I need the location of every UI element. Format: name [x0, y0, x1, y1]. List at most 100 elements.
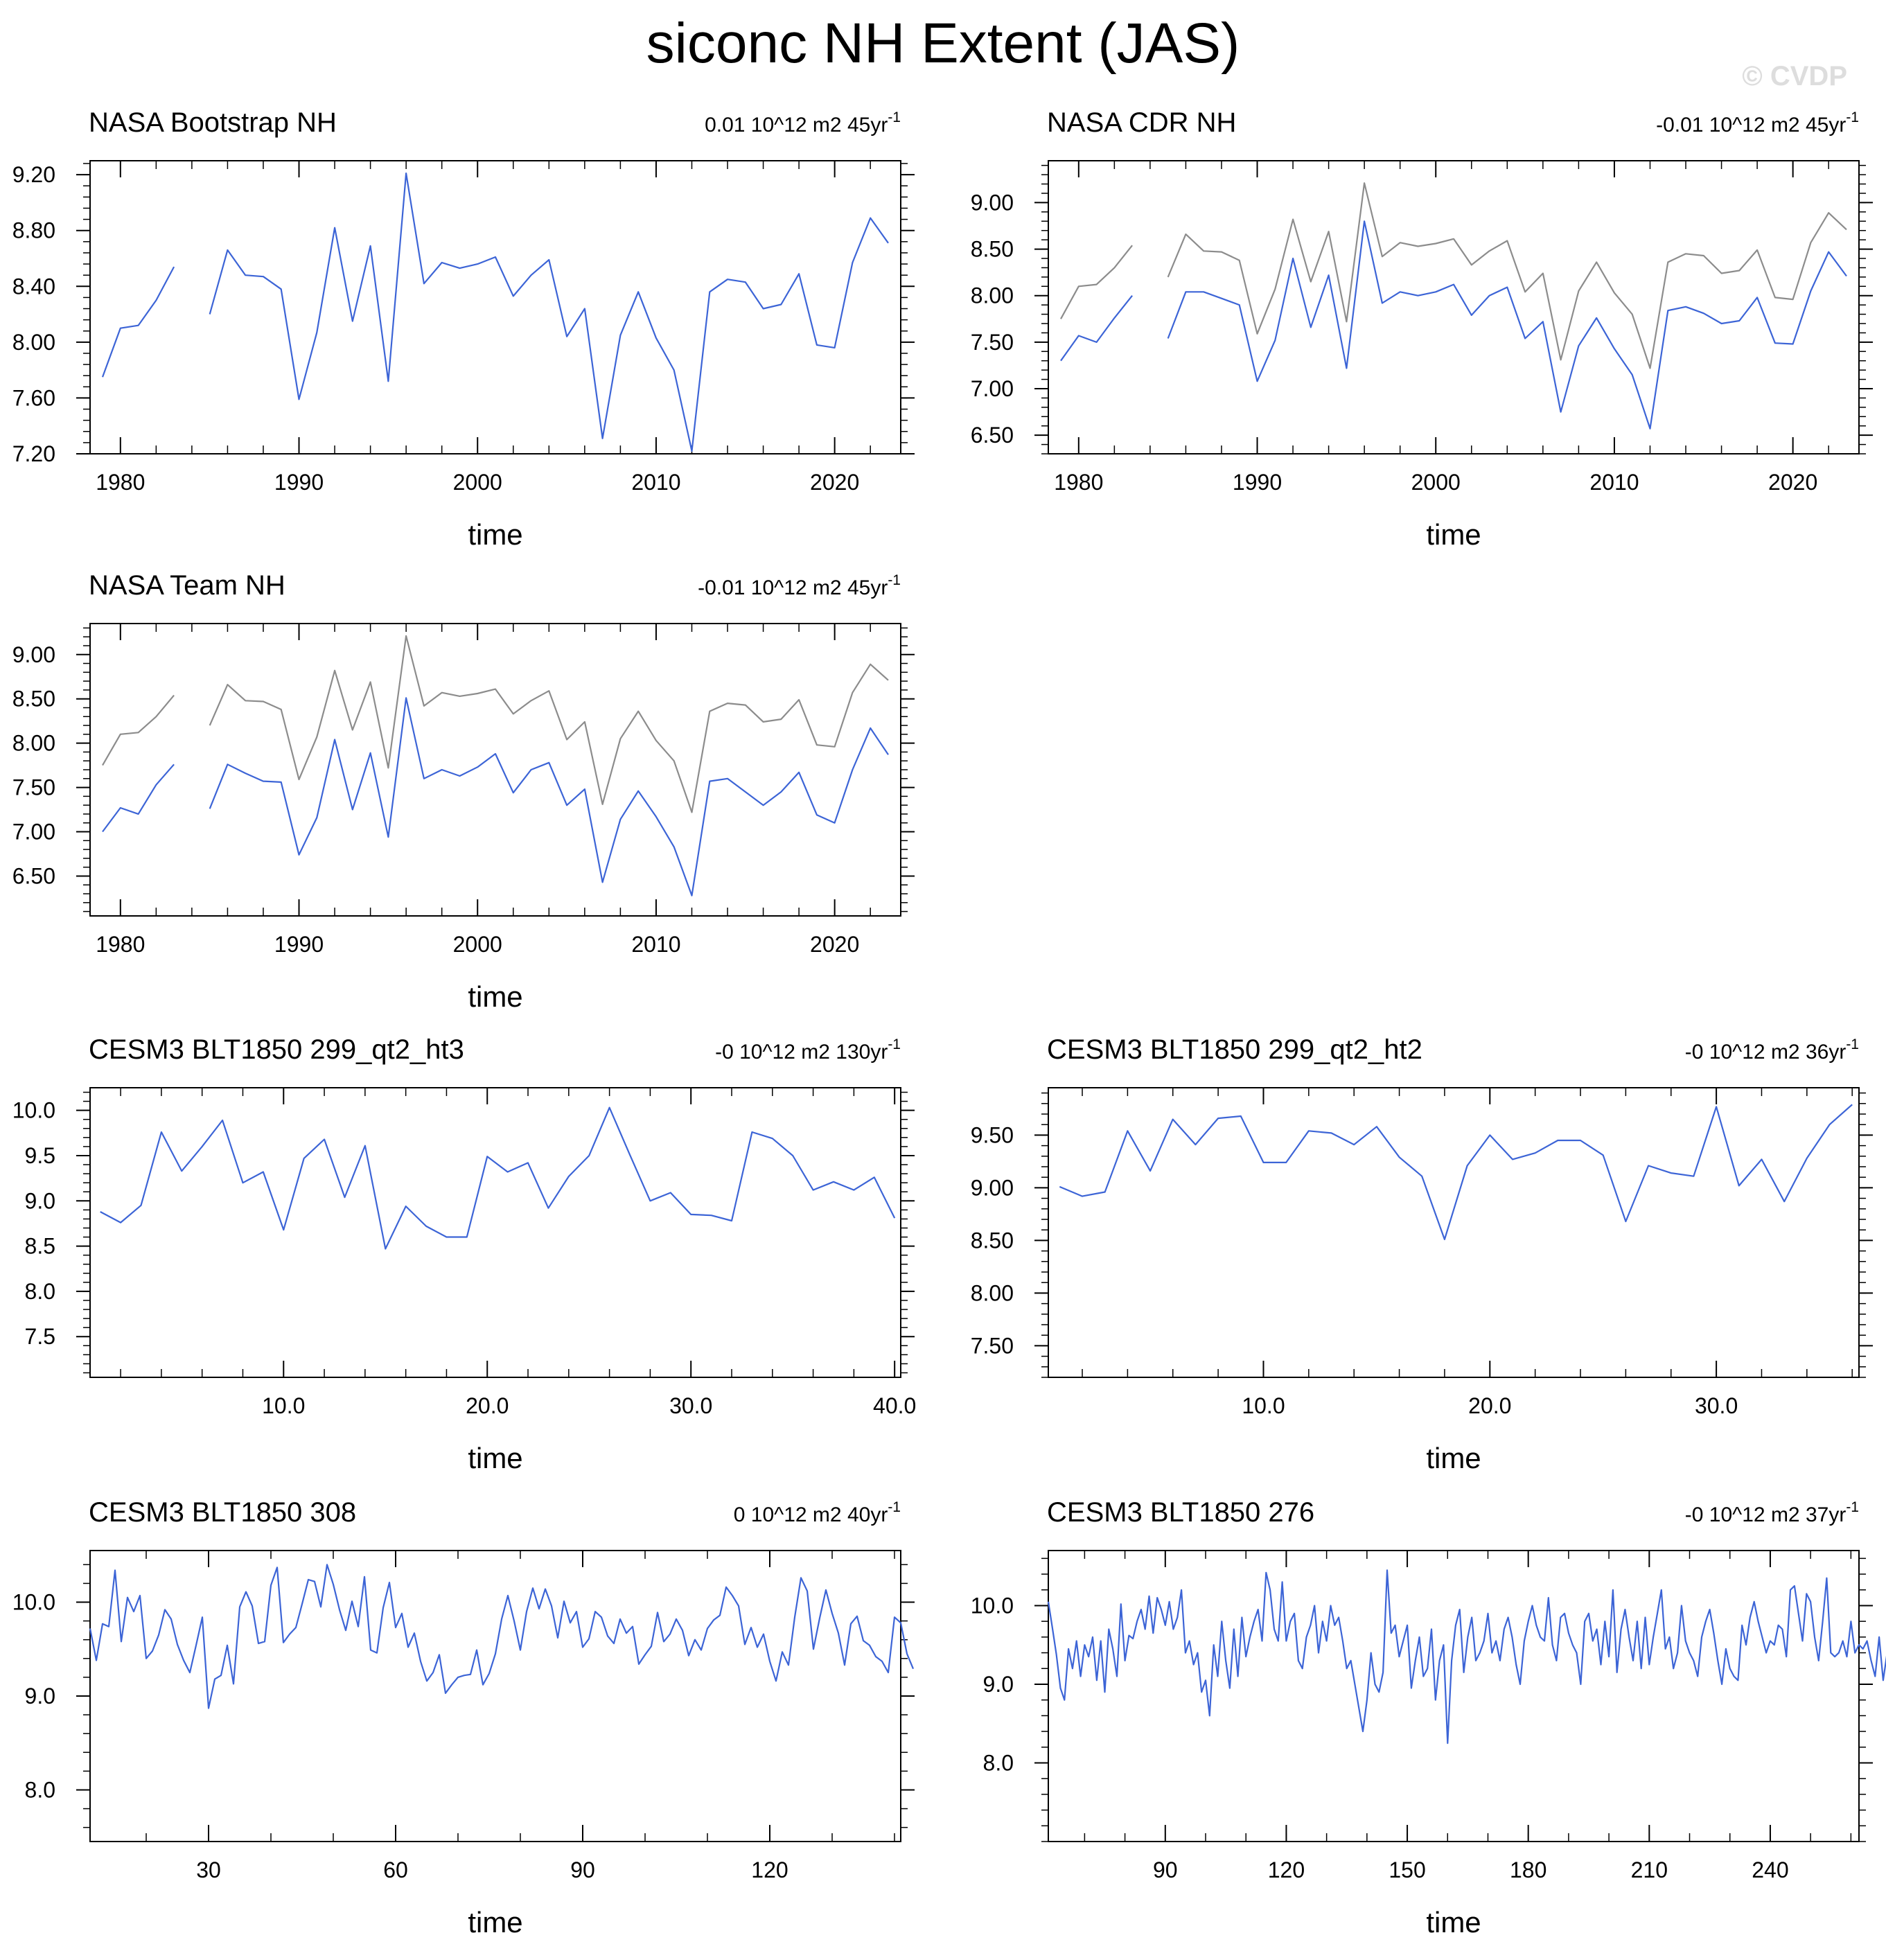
- x-axis-label: time: [1426, 518, 1481, 551]
- y-tick-label: 7.00: [971, 376, 1014, 401]
- x-tick-label: 30.0: [1695, 1393, 1738, 1418]
- x-tick-label: 40.0: [873, 1393, 916, 1418]
- x-tick-label: 2010: [631, 470, 680, 495]
- series-line: [1060, 182, 1847, 369]
- trend-exponent: -1: [1846, 1499, 1859, 1515]
- x-tick-label: 120: [751, 1857, 788, 1882]
- chart-title: CESM3 BLT1850 299_qt2_ht2: [1047, 1034, 1422, 1065]
- y-tick-label: 6.50: [12, 863, 55, 888]
- trend-label: -0.01 10^12 m2 45yr-1: [1656, 109, 1859, 136]
- chart-title: NASA Bootstrap NH: [89, 107, 337, 138]
- trend-label: 0 10^12 m2 40yr-1: [734, 1499, 901, 1526]
- y-tick-label: 8.0: [25, 1279, 55, 1304]
- chart-panel: CESM3 BLT1850 276 -0 10^12 m2 37yr-1 90 120…: [971, 1497, 1886, 1939]
- plot-frame: [1048, 1550, 1860, 1842]
- y-tick-label: 7.5: [25, 1324, 55, 1349]
- x-tick-label: 150: [1389, 1857, 1425, 1882]
- series-line: [1047, 1569, 1886, 1745]
- chart-panel: CESM3 BLT1850 308 0 10^12 m2 40yr-1 30 60 90…: [12, 1497, 915, 1939]
- trend-value: -0 10^12 m2 36yr: [1685, 1041, 1847, 1063]
- plot-frame: [1048, 160, 1860, 454]
- x-axis-label: time: [468, 1906, 522, 1939]
- chart-panel: NASA Team NH -0.01 10^12 m2 45yr-1 1980 199…: [12, 570, 915, 1013]
- trend-value: -0 10^12 m2 130yr: [715, 1041, 888, 1063]
- series-line: [100, 1106, 896, 1250]
- x-tick-label: 10.0: [1242, 1393, 1285, 1418]
- chart-panel: CESM3 BLT1850 299_qt2_ht3 -0 10^12 m2 130…: [12, 1034, 917, 1474]
- y-tick-label: 9.0: [25, 1188, 55, 1213]
- y-tick-label: 8.00: [12, 731, 55, 756]
- x-tick-label: 2020: [810, 470, 859, 495]
- trend-exponent: -1: [1846, 109, 1859, 125]
- trend-label: 0.01 10^12 m2 45yr-1: [705, 109, 901, 136]
- x-tick-label: 30.0: [669, 1393, 712, 1418]
- trend-value: -0 10^12 m2 37yr: [1685, 1503, 1847, 1526]
- x-tick-label: 210: [1631, 1857, 1668, 1882]
- plot-frame: [89, 1087, 901, 1378]
- chart-title: CESM3 BLT1850 299_qt2_ht3: [89, 1034, 464, 1065]
- page-title: siconc NH Extent (JAS): [646, 12, 1240, 75]
- x-tick-label: 2020: [1768, 470, 1817, 495]
- y-tick-label: 7.50: [971, 330, 1014, 355]
- trend-exponent: -1: [888, 109, 901, 125]
- x-tick-label: 120: [1268, 1857, 1305, 1882]
- x-tick-label: 20.0: [1468, 1393, 1511, 1418]
- y-tick-label: 8.50: [971, 1228, 1014, 1253]
- x-tick-label: 2020: [810, 932, 859, 957]
- trend-label: -0 10^12 m2 37yr-1: [1685, 1499, 1859, 1526]
- x-tick-label: 2000: [1411, 470, 1461, 495]
- trend-exponent: -1: [888, 572, 901, 588]
- y-tick-label: 9.00: [971, 190, 1014, 215]
- x-tick-label: 180: [1510, 1857, 1546, 1882]
- series-line: [1060, 220, 1847, 430]
- x-tick-label: 240: [1752, 1857, 1788, 1882]
- chart-panel: NASA CDR NH -0.01 10^12 m2 45yr-1 1980 1990…: [971, 107, 1873, 551]
- x-tick-label: 2000: [453, 470, 502, 495]
- trend-exponent: -1: [888, 1499, 901, 1515]
- x-tick-label: 1990: [1233, 470, 1282, 495]
- chart-title: NASA CDR NH: [1047, 107, 1236, 138]
- chart-title: CESM3 BLT1850 308: [89, 1497, 356, 1528]
- plot-frame: [89, 160, 901, 454]
- x-axis-label: time: [468, 980, 522, 1013]
- trend-label: -0 10^12 m2 36yr-1: [1685, 1036, 1859, 1063]
- plot-frame: [1048, 1087, 1860, 1378]
- y-tick-label: 10.0: [12, 1590, 55, 1615]
- y-tick-label: 10.0: [971, 1593, 1014, 1618]
- series-line: [102, 635, 889, 813]
- y-tick-label: 8.00: [971, 1280, 1014, 1305]
- y-tick-label: 7.20: [12, 441, 55, 466]
- y-tick-label: 8.0: [25, 1777, 55, 1802]
- y-tick-label: 9.00: [12, 642, 55, 667]
- x-tick-label: 90: [1153, 1857, 1178, 1882]
- trend-label: -0 10^12 m2 130yr-1: [715, 1036, 901, 1063]
- x-tick-label: 90: [570, 1857, 595, 1882]
- trend-exponent: -1: [1846, 1036, 1859, 1052]
- y-tick-label: 9.20: [12, 162, 55, 187]
- chart-panel: CESM3 BLT1850 299_qt2_ht2 -0 10^12 m2 36y…: [971, 1034, 1873, 1474]
- x-tick-label: 10.0: [262, 1393, 305, 1418]
- x-tick-label: 1980: [96, 470, 145, 495]
- series-line: [102, 697, 889, 897]
- y-tick-label: 7.50: [12, 775, 55, 800]
- x-tick-label: 1990: [274, 932, 324, 957]
- y-tick-label: 9.50: [971, 1122, 1014, 1147]
- x-axis-label: time: [1426, 1906, 1481, 1939]
- x-axis-label: time: [468, 518, 522, 551]
- chart-panel: NASA Bootstrap NH 0.01 10^12 m2 45yr-1 198…: [12, 107, 915, 551]
- x-tick-label: 1980: [1054, 470, 1103, 495]
- x-tick-label: 2010: [631, 932, 680, 957]
- chart-title: NASA Team NH: [89, 570, 285, 601]
- y-tick-label: 8.0: [983, 1750, 1014, 1775]
- y-tick-label: 7.00: [12, 820, 55, 845]
- trend-exponent: -1: [888, 1036, 901, 1052]
- y-tick-label: 9.0: [983, 1672, 1014, 1697]
- y-tick-label: 8.00: [971, 283, 1014, 308]
- y-tick-label: 9.0: [25, 1684, 55, 1709]
- series-line: [1059, 1104, 1853, 1240]
- y-tick-label: 8.80: [12, 218, 55, 243]
- x-tick-label: 1990: [274, 470, 324, 495]
- trend-value: -0.01 10^12 m2 45yr: [1656, 114, 1846, 136]
- x-axis-label: time: [468, 1442, 522, 1474]
